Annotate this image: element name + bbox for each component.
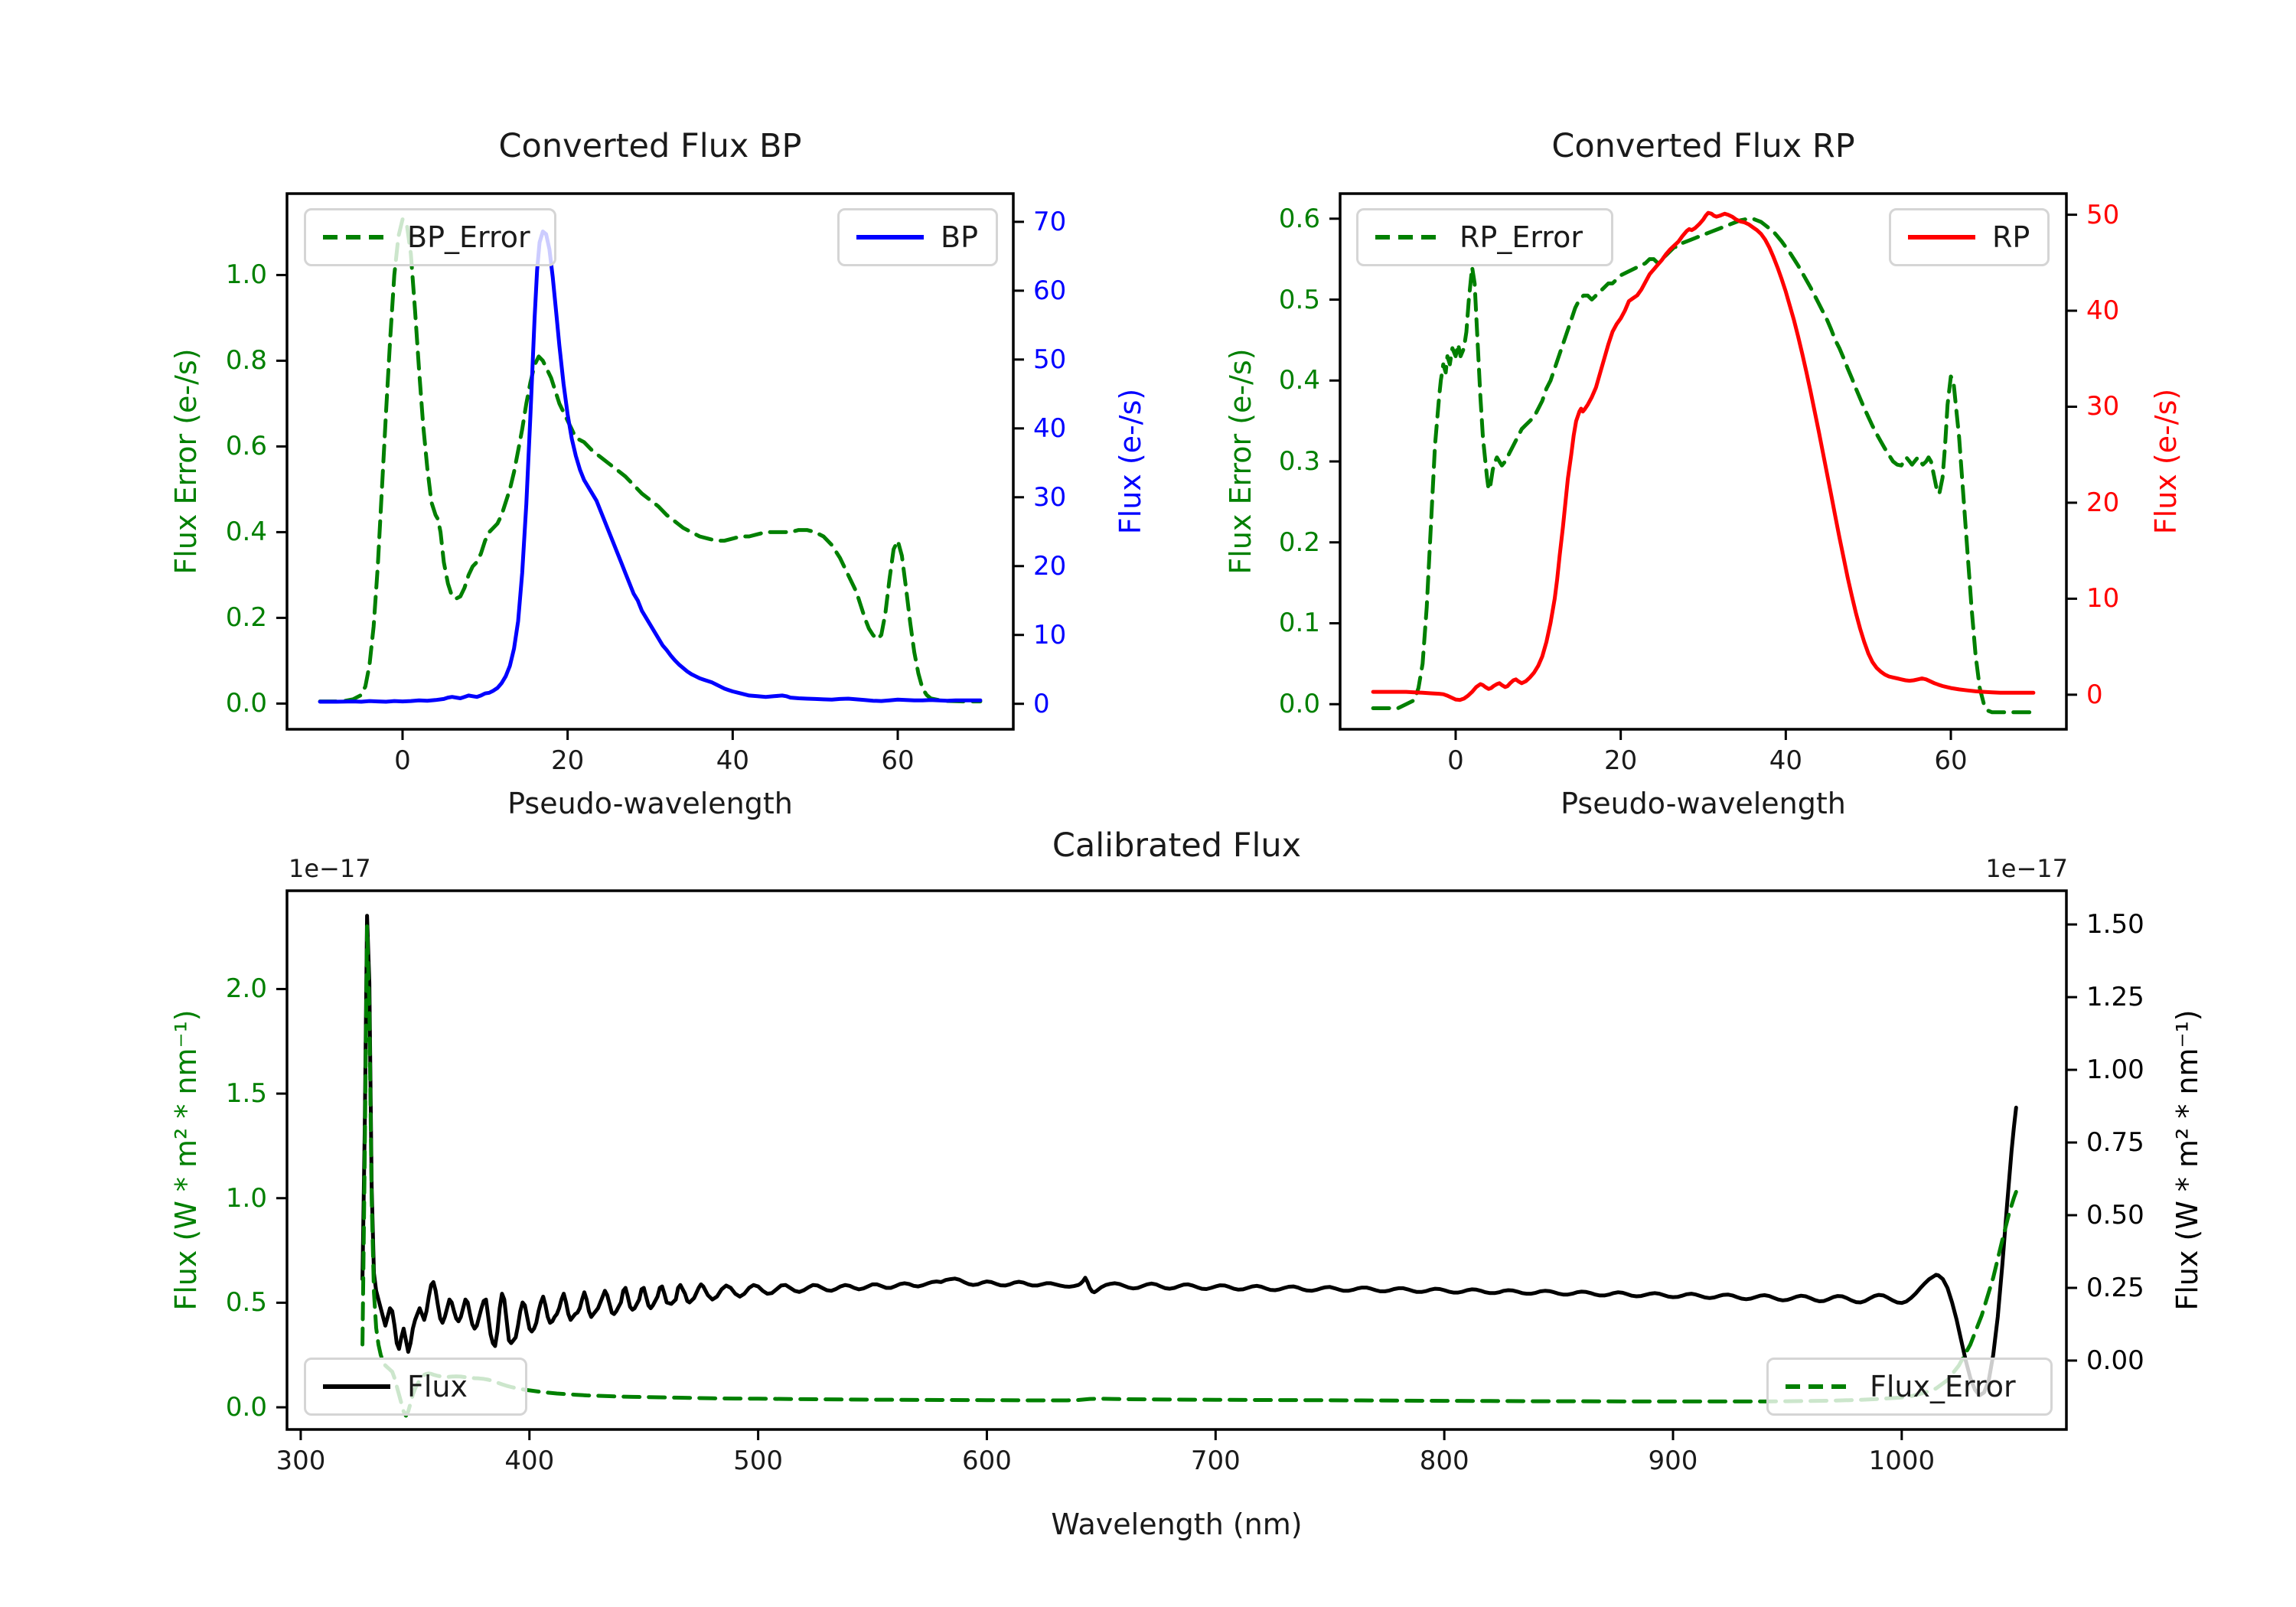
chart-title-converted-flux-rp: Converted Flux RP <box>1551 127 1855 165</box>
legend-bp-error: BP_Error <box>304 208 556 266</box>
legend-rp: RP <box>1889 208 2050 266</box>
axes-frame <box>1339 192 2068 731</box>
series-line-BP <box>318 230 983 704</box>
legend-label: BP_Error <box>407 220 530 254</box>
legend-bp: BP <box>837 208 998 266</box>
legend-dashed-line-icon <box>1786 1384 1853 1389</box>
legend-rp-error: RP_Error <box>1356 208 1613 266</box>
legend-flux-error: Flux_Error <box>1766 1358 2053 1416</box>
legend-dashed-line-icon <box>1375 235 1443 240</box>
axes-frame <box>285 889 2068 1431</box>
yaxis-label-flux-left: Flux (W * m² * nm⁻¹) <box>169 1009 203 1311</box>
yaxis-label-bp-flux: Flux (e-/s) <box>1114 388 1147 535</box>
yaxis-label-rp-flux: Flux (e-/s) <box>2149 388 2183 535</box>
xaxis-label-rp: Pseudo-wavelength <box>1561 787 1846 820</box>
chart-title-calibrated-flux: Calibrated Flux <box>1052 826 1302 865</box>
legend-solid-line-icon <box>1908 235 1975 240</box>
axes-frame <box>285 192 1015 731</box>
axis-offset-right-1e-17: 1e−17 <box>1985 854 2068 883</box>
yaxis-label-flux-right: Flux (W * m² * nm⁻¹) <box>2170 1009 2204 1311</box>
legend-label: BP <box>941 220 978 254</box>
legend-solid-line-icon <box>856 235 924 240</box>
series-line-Flux_Error <box>360 924 2018 1418</box>
xaxis-label-wavelength: Wavelength (nm) <box>1051 1508 1303 1541</box>
legend-dashed-line-icon <box>323 235 390 240</box>
legend-label: RP <box>1992 220 2030 254</box>
axis-offset-left-1e-17: 1e−17 <box>289 854 371 883</box>
chart-title-converted-flux-bp: Converted Flux BP <box>498 127 802 165</box>
legend-flux: Flux <box>304 1358 527 1416</box>
legend-label: Flux <box>407 1370 468 1403</box>
series-line-Flux <box>360 914 2018 1397</box>
legend-label: Flux_Error <box>1870 1370 2016 1403</box>
legend-solid-line-icon <box>323 1384 390 1389</box>
yaxis-label-bp-error: Flux Error (e-/s) <box>169 348 203 575</box>
series-line-RP_Error <box>1371 217 2036 715</box>
legend-label: RP_Error <box>1459 220 1583 254</box>
xaxis-label-bp: Pseudo-wavelength <box>507 787 793 820</box>
series-line-RP <box>1371 210 2036 702</box>
series-line-BP_Error <box>318 217 983 704</box>
yaxis-label-rp-error: Flux Error (e-/s) <box>1224 348 1257 575</box>
